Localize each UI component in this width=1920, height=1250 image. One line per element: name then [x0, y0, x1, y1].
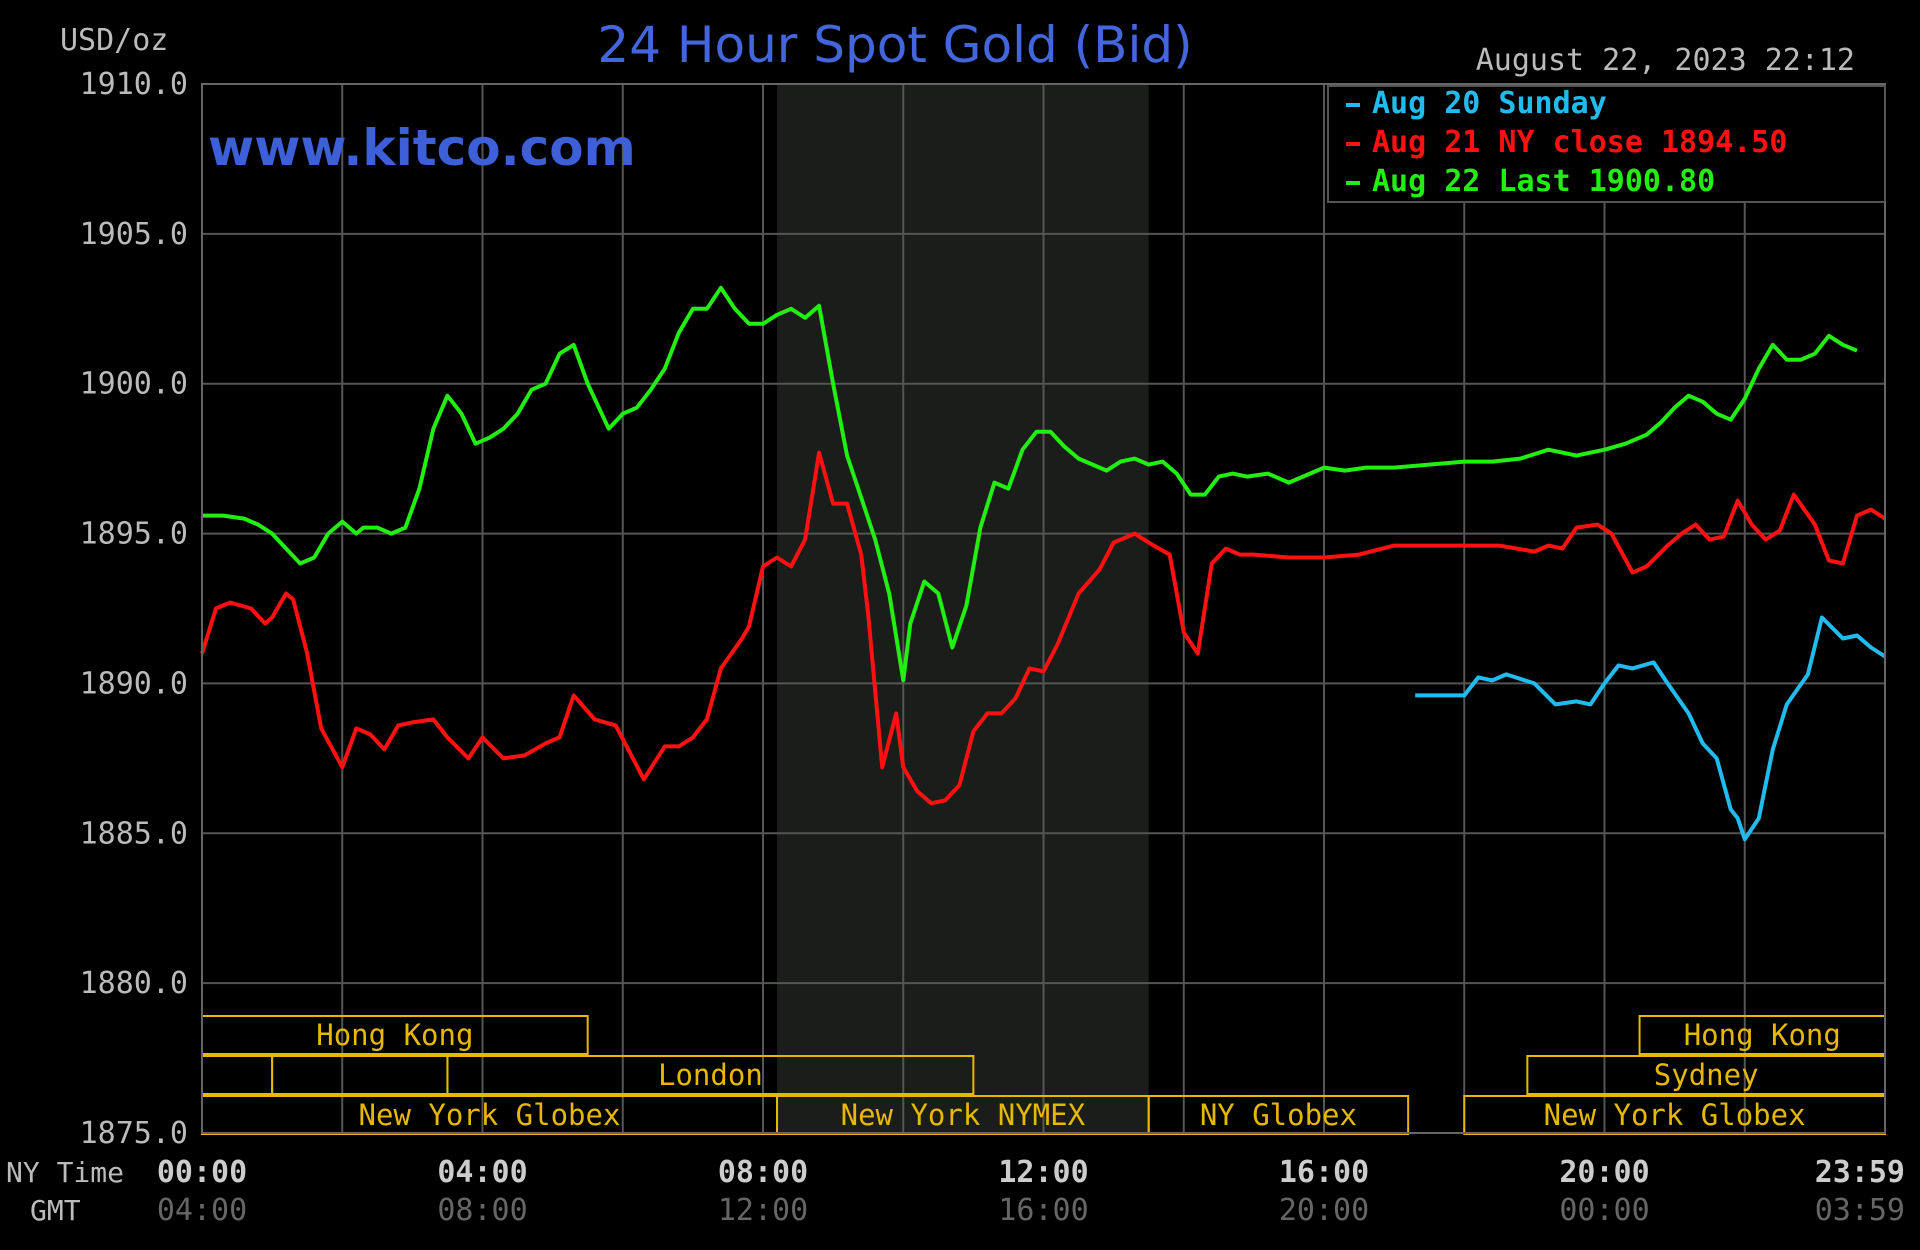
series-line-2 [200, 450, 1887, 806]
x-tick-label-ny: 08:00 [718, 1155, 808, 1190]
legend-swatch [1346, 181, 1360, 185]
y-tick-label: 1890.0 [80, 666, 188, 701]
y-tick-label: 1880.0 [80, 966, 188, 1001]
legend-swatch [1346, 142, 1360, 146]
session-label: NY Globex [1200, 1098, 1357, 1132]
session-label: Hong Kong [1684, 1018, 1841, 1052]
y-tick-label: 1900.0 [80, 367, 188, 402]
x-tick-label-ny: 16:00 [1279, 1155, 1369, 1190]
series-line-3 [202, 285, 1858, 683]
legend-swatch [1346, 103, 1360, 107]
session-label: London [658, 1058, 763, 1092]
session-label: New York NYMEX [841, 1098, 1086, 1132]
legend-label: Aug 20 Sunday [1372, 86, 1607, 121]
y-tick-label: 1910.0 [80, 67, 188, 102]
y-tick-label: 1905.0 [80, 217, 188, 252]
x-tick-label-ny: 20:00 [1559, 1155, 1649, 1190]
legend-label: Aug 22 Last 1900.80 [1372, 164, 1715, 199]
x-tick-label-ny: 23:59 [1815, 1155, 1905, 1190]
x-tick-label-gmt: 04:00 [157, 1193, 247, 1228]
session-label: Hong Kong [316, 1018, 473, 1052]
x-tick-label-gmt: 00:00 [1559, 1193, 1649, 1228]
legend-box [1327, 85, 1886, 203]
x-tick-label-gmt: 20:00 [1279, 1193, 1369, 1228]
x-axis-ticks: 00:0004:0004:0008:0008:0012:0012:0016:00… [157, 1155, 1905, 1228]
session-box [446, 1055, 975, 1095]
y-axis-ticks: 1910.0 1905.0 1900.0 1895.0 1890.0 1885.0 1880… [80, 67, 188, 1151]
session-label: New York Globex [1544, 1098, 1806, 1132]
session-label: New York Globex [359, 1098, 621, 1132]
x-row-label-gmt: GMT [30, 1194, 81, 1227]
highlight-band [777, 84, 1149, 1133]
chart-title: 24 Hour Spot Gold (Bid) [597, 16, 1192, 74]
legend: Aug 20 Sunday Aug 21 NY close 1894.50 Aug … [1327, 85, 1886, 203]
series-line-1 [1415, 615, 1887, 842]
y-axis-label: USD/oz [60, 23, 168, 58]
x-tick-label-ny: 00:00 [157, 1155, 247, 1190]
x-row-label-ny: NY Time [6, 1156, 124, 1189]
x-tick-label-gmt: 03:59 [1815, 1193, 1905, 1228]
legend-label: Aug 21 NY close 1894.50 [1372, 125, 1787, 160]
x-tick-label-ny: 12:00 [998, 1155, 1088, 1190]
x-tick-label-gmt: 16:00 [998, 1193, 1088, 1228]
y-tick-label: 1895.0 [80, 517, 188, 552]
plot-frame [201, 83, 1886, 1134]
x-tick-label-gmt: 08:00 [437, 1193, 527, 1228]
session-label: Sydney [1654, 1058, 1759, 1092]
grid [202, 84, 1885, 1133]
x-tick-label-ny: 04:00 [437, 1155, 527, 1190]
x-tick-label-gmt: 12:00 [718, 1193, 808, 1228]
series-lines [200, 285, 1887, 842]
chart-timestamp: August 22, 2023 22:12 [1476, 43, 1855, 78]
y-tick-label: 1875.0 [80, 1116, 188, 1151]
website-watermark: www.kitco.com [208, 119, 636, 177]
nymex-session-band [777, 84, 1149, 1133]
y-tick-label: 1885.0 [80, 816, 188, 851]
